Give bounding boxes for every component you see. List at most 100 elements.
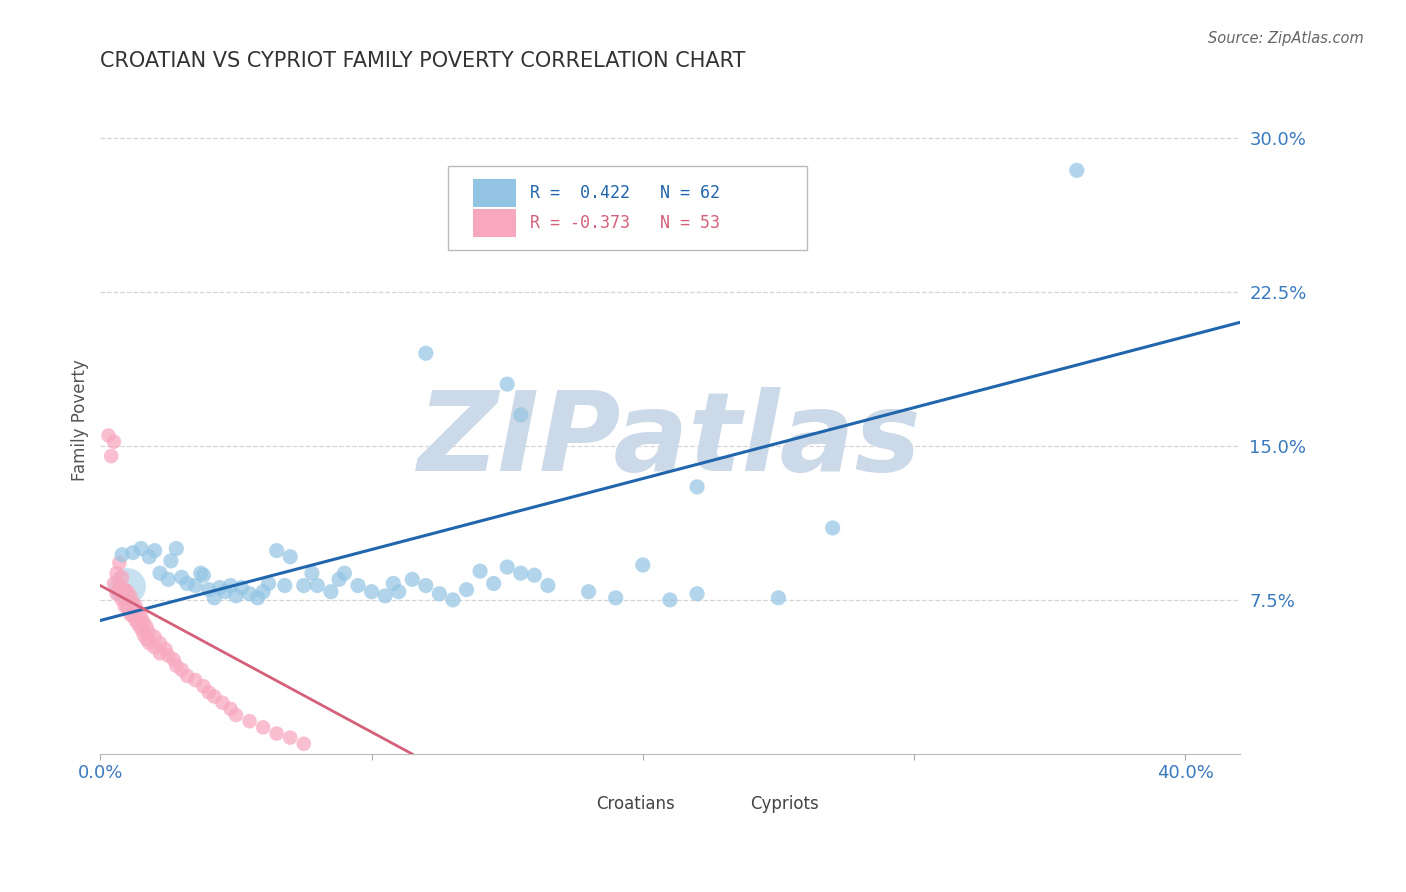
Point (415, 578, 437, 592)
Point (193, 568, 215, 582)
Point (319, 584, 342, 599)
Point (496, 560, 519, 574)
Point (686, 480, 709, 494)
Point (132, 628, 155, 642)
Point (143, 630, 166, 644)
Point (117, 584, 139, 599)
Point (292, 578, 315, 592)
Point (266, 543, 288, 558)
Point (225, 589, 247, 603)
Point (117, 578, 139, 592)
Point (122, 595, 145, 609)
Point (231, 581, 253, 595)
Point (149, 566, 172, 581)
Bar (472, 210, 516, 237)
Point (184, 673, 207, 687)
Bar (710, 794, 742, 814)
Point (768, 591, 790, 605)
Point (456, 582, 478, 597)
Point (129, 609, 152, 624)
Text: Cypriots: Cypriots (749, 795, 818, 814)
Text: Source: ZipAtlas.com: Source: ZipAtlas.com (1208, 31, 1364, 46)
Point (114, 582, 136, 597)
Point (441, 593, 464, 607)
Point (143, 640, 166, 655)
Point (658, 593, 681, 607)
Bar (472, 178, 516, 207)
Point (193, 679, 215, 693)
Text: ZIPatlas: ZIPatlas (418, 386, 922, 493)
Point (111, 593, 134, 607)
Point (523, 568, 546, 582)
Point (143, 543, 166, 558)
Point (429, 587, 451, 601)
Point (108, 578, 131, 592)
Point (1066, 163, 1088, 178)
Point (160, 554, 183, 568)
Point (170, 663, 193, 677)
Point (97, 428, 120, 442)
Point (252, 720, 274, 734)
Point (157, 573, 180, 587)
Point (135, 619, 157, 633)
Point (211, 696, 233, 710)
Point (127, 617, 149, 632)
Point (347, 578, 370, 592)
Point (257, 576, 280, 591)
Point (274, 578, 297, 592)
Point (157, 648, 180, 663)
Point (124, 599, 146, 613)
Point (208, 581, 231, 595)
Point (266, 726, 288, 740)
Point (105, 587, 128, 601)
Point (468, 564, 491, 578)
Point (105, 566, 128, 581)
Point (360, 584, 382, 599)
Point (631, 558, 654, 572)
Point (190, 566, 212, 581)
Point (155, 642, 177, 657)
Point (686, 587, 709, 601)
Text: CROATIAN VS CYPRIOT FAMILY POVERTY CORRELATION CHART: CROATIAN VS CYPRIOT FAMILY POVERTY CORRE… (100, 51, 745, 70)
Point (127, 605, 149, 619)
Point (198, 685, 221, 699)
Point (415, 346, 437, 360)
Point (374, 589, 396, 603)
Point (605, 591, 627, 605)
Point (238, 714, 260, 728)
Y-axis label: Family Poverty: Family Poverty (72, 359, 89, 481)
FancyBboxPatch shape (447, 166, 807, 250)
Point (165, 541, 187, 556)
Point (100, 449, 122, 463)
Point (246, 591, 269, 605)
Point (202, 591, 225, 605)
Text: R = -0.373   N = 53: R = -0.373 N = 53 (530, 214, 720, 233)
Point (122, 609, 145, 624)
Point (214, 584, 236, 599)
Point (162, 652, 184, 666)
Point (129, 541, 152, 556)
Text: R =  0.422   N = 62: R = 0.422 N = 62 (530, 184, 720, 202)
Point (238, 587, 260, 601)
Point (132, 615, 155, 630)
Point (382, 576, 405, 591)
Point (149, 646, 172, 660)
Point (120, 607, 142, 622)
Point (821, 521, 844, 535)
Point (124, 614, 146, 628)
Point (219, 578, 242, 592)
Point (219, 702, 242, 716)
Point (120, 589, 142, 603)
Point (103, 434, 125, 449)
Point (122, 546, 145, 560)
Point (328, 573, 350, 587)
Bar (555, 794, 588, 814)
Point (108, 556, 131, 570)
Point (111, 570, 134, 584)
Point (117, 601, 139, 615)
Point (149, 636, 172, 650)
Point (278, 731, 301, 745)
Point (278, 549, 301, 564)
Point (509, 408, 531, 422)
Point (138, 549, 160, 564)
